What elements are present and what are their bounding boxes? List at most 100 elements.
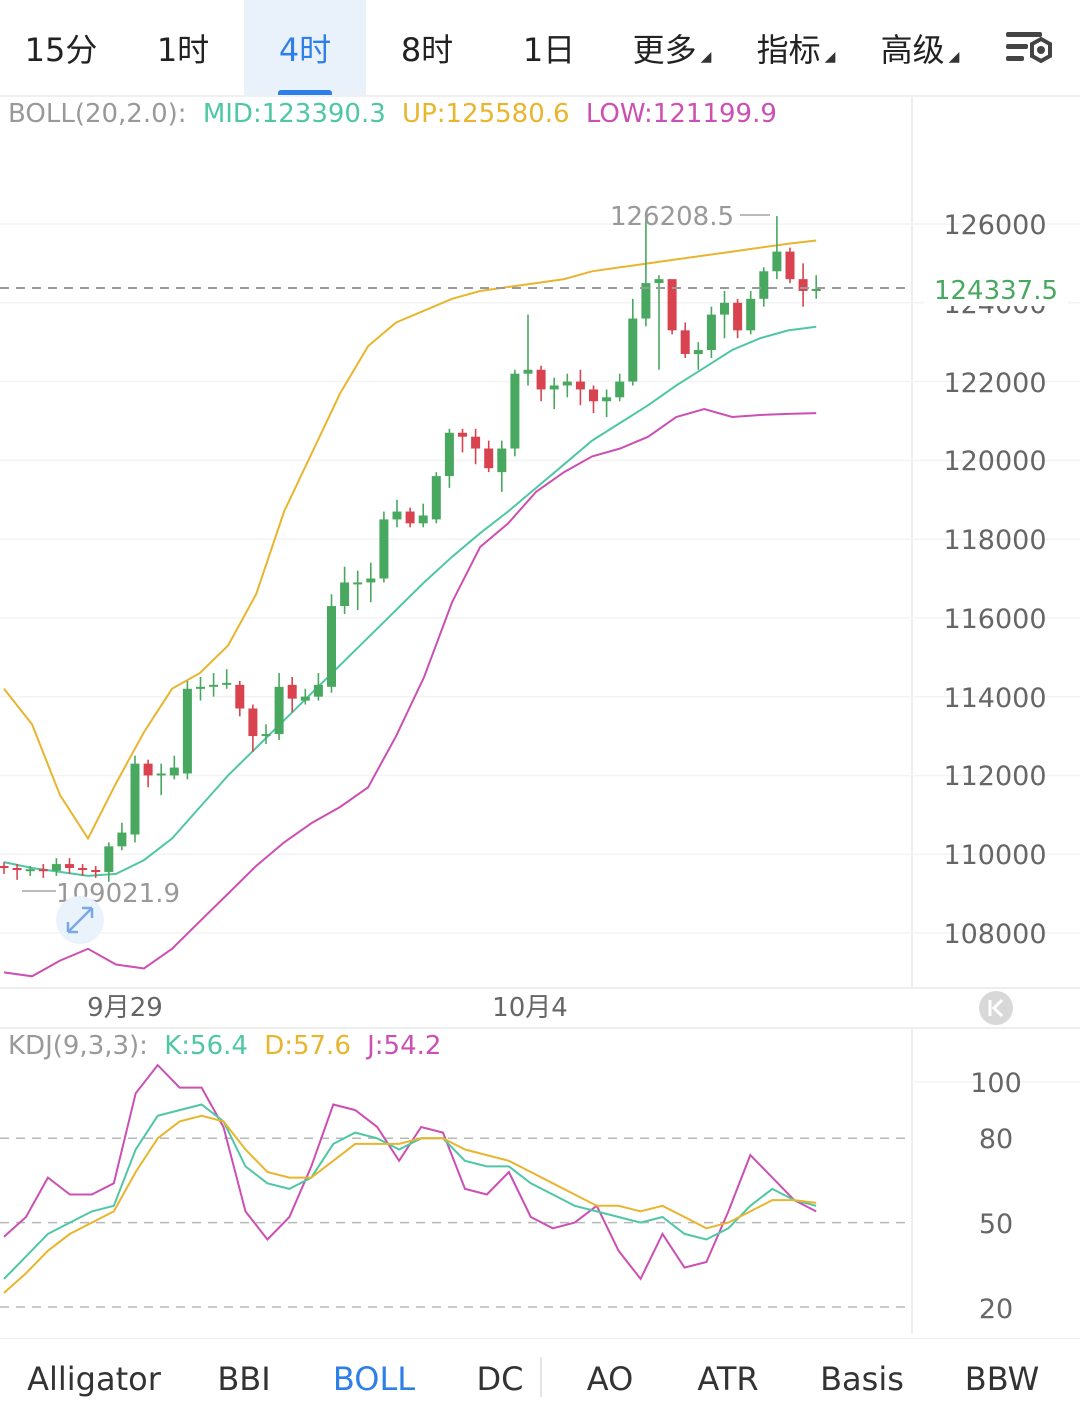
candle-up (759, 271, 769, 299)
candle-up (366, 578, 376, 583)
tab-8h[interactable]: 8时 (366, 0, 488, 96)
candle-up (313, 684, 323, 697)
candle-up (549, 385, 559, 390)
boll-legend-low: LOW:121199.9 (586, 99, 777, 129)
kdj-gridlines (0, 1081, 1080, 1308)
tab-more[interactable]: 更多 ◢ (610, 0, 734, 96)
candle-up (628, 318, 638, 382)
high-price-marker: 126208.5 (610, 202, 734, 232)
candle-down (143, 763, 153, 776)
tab-label: 4时 (278, 31, 332, 69)
date-label: 9月29 (87, 993, 163, 1023)
tab-label: BOLL (332, 1360, 416, 1398)
price-tick: 118000 (943, 525, 1046, 556)
candle-up (300, 696, 310, 701)
candle-down (91, 869, 101, 872)
candle-down (287, 684, 297, 699)
tab-indicators[interactable]: 指标 ◢ (734, 0, 858, 96)
candle-down (589, 389, 598, 402)
tab-label: 高级 (880, 31, 945, 69)
indicator-tab-dc[interactable]: DC (456, 1339, 544, 1419)
indicator-tab-atr[interactable]: ATR (676, 1339, 780, 1419)
tab-label: AO (586, 1360, 634, 1398)
tab-label: DC (476, 1360, 524, 1398)
boll-legend-mid: MID:123390.3 (203, 99, 386, 129)
candle-up (25, 869, 35, 872)
price-tick: 112000 (943, 761, 1046, 792)
tab-15min[interactable]: 15分 (0, 0, 122, 96)
indicator-tab-boll[interactable]: BOLL (312, 1339, 436, 1419)
candle-up (340, 582, 350, 607)
kdj-tick: 50 (979, 1209, 1013, 1240)
candle-up (706, 314, 716, 351)
tab-1d[interactable]: 1日 (488, 0, 610, 96)
candle-down (798, 279, 808, 291)
tab-4h[interactable]: 4时 (244, 0, 366, 96)
candle-down (65, 864, 74, 869)
expand-chart-icon[interactable] (56, 896, 104, 944)
candle-down (38, 869, 48, 872)
candle-up (746, 298, 756, 331)
current-price-tag (924, 272, 1068, 306)
candle-down (235, 684, 245, 709)
indicator-tab-alligator[interactable]: Alligator (10, 1339, 178, 1419)
caret-down-icon: ◢ (700, 49, 712, 65)
kdj-legend-d: D:57.6 (264, 1031, 351, 1061)
candle-down (248, 708, 258, 737)
tab-label: Basis (820, 1360, 904, 1398)
boll-lower-line (3, 408, 817, 978)
price-axis: 126000 124000 122000 120000 118000 11600… (943, 210, 1046, 950)
tab-label: 15分 (24, 31, 98, 69)
candle-up (222, 682, 232, 685)
kdj-legend: KDJ(9,3,3): K:56.4 D:57.6 J:54.2 (8, 1031, 441, 1061)
chart-settings-button[interactable] (990, 0, 1070, 96)
candle-up (196, 686, 205, 689)
tab-label: ATR (697, 1360, 759, 1398)
boll-legend-up: UP:125580.6 (402, 99, 570, 129)
candle-up (209, 684, 219, 687)
indicator-tab-basis[interactable]: Basis (804, 1339, 920, 1419)
candle-up (562, 381, 572, 386)
candle-down (12, 868, 22, 871)
boll-upper-line (3, 239, 817, 841)
indicator-tab-bbw[interactable]: BBW (946, 1339, 1058, 1419)
candle-up (510, 373, 520, 449)
candle-up (444, 432, 454, 477)
candle-up (182, 688, 192, 774)
tab-separator (540, 1357, 542, 1397)
kdj-tick: 100 (970, 1068, 1022, 1099)
candle-up (497, 448, 507, 473)
candle-up (261, 734, 271, 737)
candle-up (654, 279, 664, 284)
candle-down (0, 866, 9, 869)
candle-up (353, 582, 363, 585)
candle-up (641, 283, 651, 319)
candle-up (130, 763, 140, 835)
tab-label: 更多 (632, 31, 697, 69)
price-chart[interactable]: 126000 124000 122000 120000 118000 11600… (0, 0, 1080, 1338)
kdj-tick: 20 (979, 1294, 1013, 1325)
indicator-tab-ao[interactable]: AO (566, 1339, 654, 1419)
jump-to-latest-button[interactable] (979, 991, 1013, 1025)
tab-1h[interactable]: 1时 (122, 0, 244, 96)
candle-down (484, 448, 494, 469)
candle-up (392, 511, 402, 520)
candle-up (523, 369, 533, 374)
tab-label: BBW (964, 1360, 1040, 1398)
timeframe-tab-bar: 15分 1时 4时 8时 1日 更多 ◢ 指标 ◢ 高级 ◢ (0, 0, 1080, 96)
tab-advanced[interactable]: 高级 ◢ (858, 0, 982, 96)
price-tick: 114000 (943, 683, 1046, 714)
caret-down-icon: ◢ (824, 49, 836, 65)
kdj-legend-j: J:54.2 (365, 1031, 441, 1061)
indicator-tab-bbi[interactable]: BBI (190, 1339, 298, 1419)
candle-up (431, 476, 441, 520)
candlesticks (0, 216, 821, 882)
price-tick: 126000 (943, 210, 1046, 241)
kdj-d-line (3, 1114, 817, 1294)
kdj-lines (3, 1063, 817, 1294)
candle-down (78, 868, 88, 871)
candle-up (169, 767, 179, 776)
caret-down-icon: ◢ (948, 49, 960, 65)
price-tick: 116000 (943, 604, 1046, 635)
price-tick: 108000 (943, 919, 1046, 950)
